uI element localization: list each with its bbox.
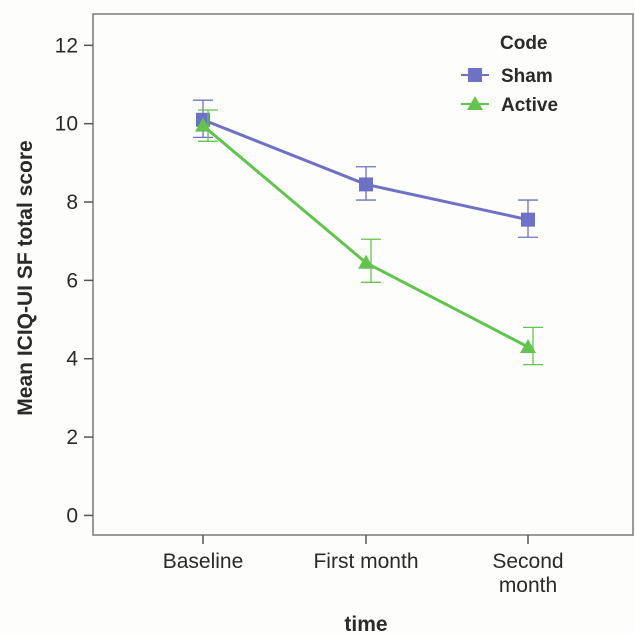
- legend-marker-square: [468, 68, 482, 82]
- series-active: [195, 109, 543, 366]
- y-tick-label: 12: [55, 34, 78, 57]
- series-line: [202, 124, 529, 349]
- data-point-triangle: [358, 254, 374, 269]
- legend-item-sham: Sham: [461, 66, 553, 87]
- data-point-square: [359, 177, 373, 192]
- legend: Code Sham Active: [461, 33, 558, 116]
- data-point-triangle: [520, 338, 536, 353]
- legend-marker-triangle: [467, 96, 483, 110]
- x-ticks: Baseline First month Second month: [163, 535, 564, 597]
- plot-frame: [92, 13, 634, 536]
- y-axis-title: Mean ICIQ-UI SF total score: [14, 140, 37, 415]
- legend-item-active: Active: [461, 95, 558, 116]
- data-point-triangle: [195, 117, 211, 132]
- x-tick-label: Baseline: [163, 550, 244, 573]
- y-tick-label: 10: [55, 113, 78, 136]
- y-tick-label: 0: [66, 504, 78, 527]
- axes: [92, 13, 634, 536]
- y-tick-label: 6: [66, 269, 78, 292]
- legend-label: Sham: [501, 66, 553, 87]
- x-axis-title: time: [344, 613, 387, 634]
- y-tick-label: 4: [66, 348, 78, 371]
- data-point-square: [521, 212, 535, 227]
- x-tick-label: First month: [313, 550, 418, 573]
- x-tick-label: Second month: [492, 550, 563, 597]
- y-ticks: 0 2 4 6 8 10 12: [55, 34, 93, 527]
- legend-label: Active: [501, 95, 558, 116]
- y-tick-label: 2: [66, 426, 78, 449]
- legend-title: Code: [500, 33, 548, 54]
- y-tick-label: 8: [66, 191, 78, 214]
- series: [193, 99, 543, 366]
- series-sham: [193, 99, 538, 238]
